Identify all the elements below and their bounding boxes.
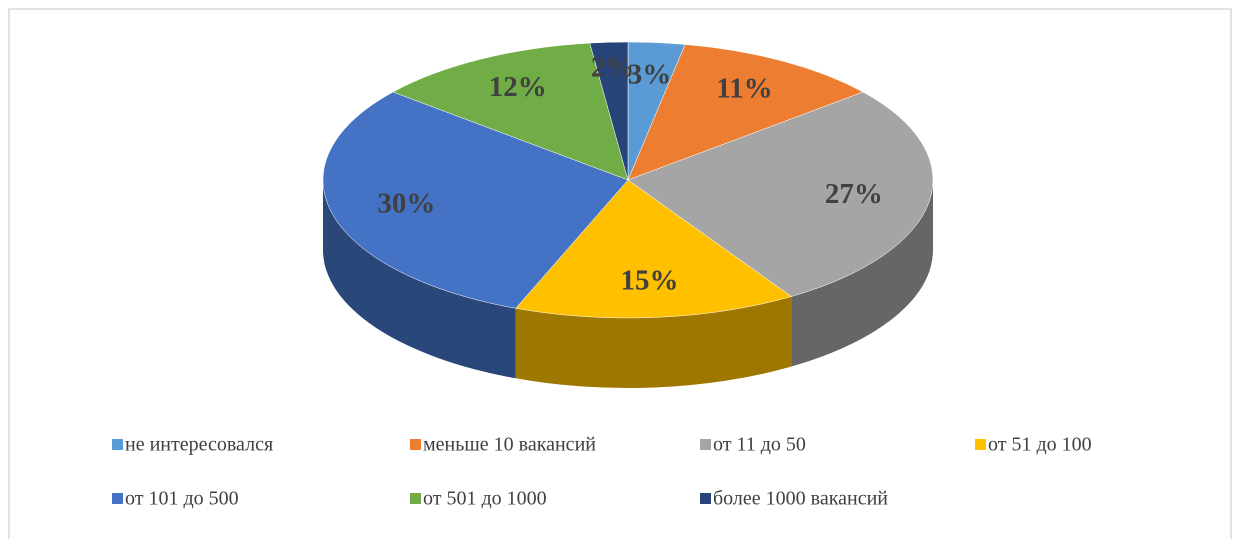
- pie-slice-side: [323, 180, 516, 379]
- legend-swatch: [410, 439, 421, 450]
- legend-swatch: [410, 493, 421, 504]
- legend-label: от 501 до 1000: [423, 488, 547, 510]
- data-label: 3%: [628, 59, 672, 91]
- data-label: 2%: [591, 51, 635, 83]
- pie-slice: [627, 44, 864, 181]
- legend-swatch: [700, 439, 711, 450]
- legend-label: меньше 10 вакансий: [423, 434, 596, 456]
- data-label: 27%: [825, 178, 883, 210]
- data-label: 12%: [489, 71, 547, 103]
- legend-label: более 1000 вакансий: [713, 488, 888, 510]
- legend-swatch: [700, 493, 711, 504]
- pie-slice: [392, 42, 629, 181]
- legend-swatch: [975, 439, 986, 450]
- data-label: 11%: [716, 73, 772, 105]
- legend-swatch: [112, 493, 123, 504]
- pie-slice-side: [515, 296, 792, 389]
- pie-slice: [515, 179, 792, 319]
- data-label: 15%: [621, 265, 679, 297]
- legend-label: от 11 до 50: [713, 434, 806, 456]
- data-label: 30%: [377, 187, 435, 219]
- pie-slice-side: [791, 180, 933, 367]
- legend-label: не интересовался: [125, 434, 273, 456]
- legend-label: от 51 до 100: [988, 434, 1092, 456]
- legend-swatch: [112, 439, 123, 450]
- pie-slice: [322, 91, 629, 309]
- pie-slice: [589, 41, 629, 181]
- legend-label: от 101 до 500: [125, 488, 239, 510]
- pie-slice: [627, 91, 934, 297]
